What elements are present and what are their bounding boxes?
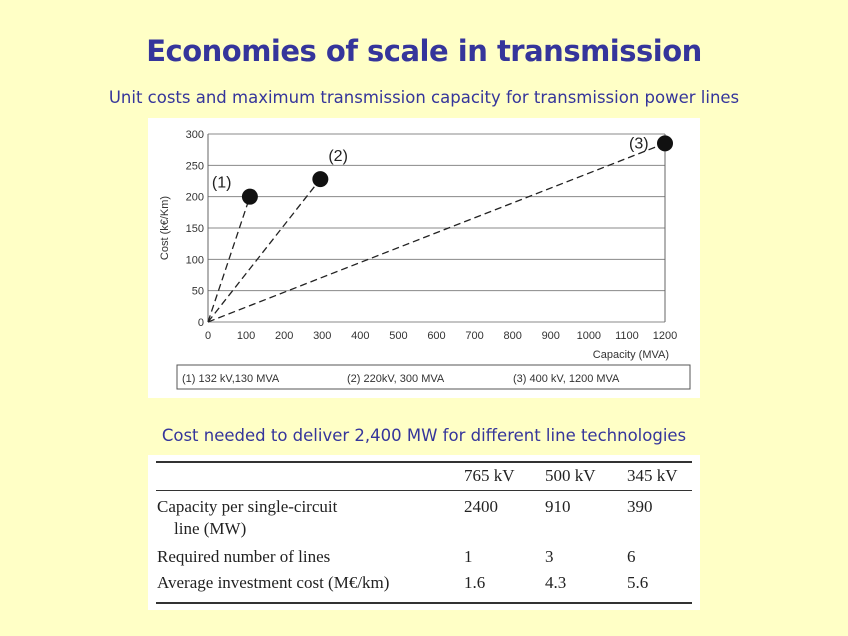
table-cell: 2400 bbox=[464, 497, 498, 516]
x-tick-label: 500 bbox=[389, 330, 407, 342]
row-label: Capacity per single-circuit bbox=[157, 497, 338, 516]
row-label-cont: line (MW) bbox=[174, 519, 247, 538]
x-tick-label: 100 bbox=[237, 330, 255, 342]
table-cell: 1.6 bbox=[464, 573, 486, 592]
dashed-line bbox=[207, 196, 251, 323]
table-cell: 5.6 bbox=[627, 573, 649, 592]
point-label: (3) bbox=[629, 135, 649, 152]
table-top-rule bbox=[156, 461, 692, 463]
table-cell: 3 bbox=[545, 547, 554, 566]
legend-entry: (3) 400 kV, 1200 MVA bbox=[513, 373, 620, 385]
table-header: 765 kV bbox=[464, 466, 515, 485]
table-cell: 6 bbox=[627, 547, 636, 566]
table-header: 500 kV bbox=[545, 466, 596, 485]
cost-capacity-chart: 0 50 100 150 200 250 300 0 100 200 300 400 500 600 700… bbox=[148, 118, 700, 398]
x-tick-label: 700 bbox=[465, 330, 483, 342]
x-tick-label: 1200 bbox=[653, 330, 677, 342]
legend-entry: (2) 220kV, 300 MVA bbox=[347, 373, 445, 385]
y-tick-label: 200 bbox=[186, 192, 204, 204]
table-cell: 1 bbox=[464, 547, 473, 566]
x-tick-label: 1000 bbox=[577, 330, 601, 342]
dashed-line bbox=[207, 178, 321, 323]
data-point bbox=[241, 188, 258, 205]
x-tick-label: 900 bbox=[542, 330, 560, 342]
y-tick-label: 0 bbox=[198, 317, 204, 329]
table-header: 345 kV bbox=[627, 466, 678, 485]
table-header-rule bbox=[156, 490, 692, 491]
chart-subtitle: Unit costs and maximum transmission capa… bbox=[108, 88, 740, 107]
y-tick-label: 300 bbox=[186, 129, 204, 141]
y-tick-label: 250 bbox=[186, 160, 204, 172]
x-axis-label: Capacity (MVA) bbox=[593, 349, 669, 361]
x-tick-label: 400 bbox=[351, 330, 369, 342]
x-tick-label: 300 bbox=[313, 330, 331, 342]
x-tick-label: 800 bbox=[503, 330, 521, 342]
legend-box bbox=[176, 364, 691, 390]
legend-entry: (1) 132 kV,130 MVA bbox=[182, 373, 280, 385]
x-tick-label: 0 bbox=[205, 330, 211, 342]
row-label: Average investment cost (M€/km) bbox=[157, 573, 390, 592]
table-cell: 910 bbox=[545, 497, 571, 516]
y-tick-label: 100 bbox=[186, 254, 204, 266]
dashed-line bbox=[207, 142, 666, 323]
chart-svg: 0 50 100 150 200 250 300 0 100 200 300 400 500 600 700… bbox=[159, 129, 691, 390]
data-point bbox=[312, 171, 329, 188]
y-axis-label: Cost (k€/Km) bbox=[159, 196, 171, 260]
point-label: (1) bbox=[212, 175, 232, 192]
y-tick-label: 150 bbox=[186, 223, 204, 235]
x-tick-label: 600 bbox=[427, 330, 445, 342]
table-cell: 4.3 bbox=[545, 573, 567, 592]
line-technology-table: 765 kV 500 kV 345 kV Capacity per single… bbox=[148, 455, 700, 610]
slide-title: Economies of scale in transmission bbox=[146, 34, 702, 68]
x-tick-label: 1100 bbox=[615, 330, 639, 342]
table-cell: 390 bbox=[627, 497, 653, 516]
data-point bbox=[657, 135, 673, 152]
point-label: (2) bbox=[328, 148, 348, 165]
table-subtitle: Cost needed to deliver 2,400 MW for diff… bbox=[161, 426, 687, 445]
x-tick-label: 200 bbox=[275, 330, 293, 342]
y-tick-label: 50 bbox=[192, 286, 204, 298]
table-bottom-rule bbox=[156, 602, 692, 604]
row-label: Required number of lines bbox=[157, 547, 331, 566]
